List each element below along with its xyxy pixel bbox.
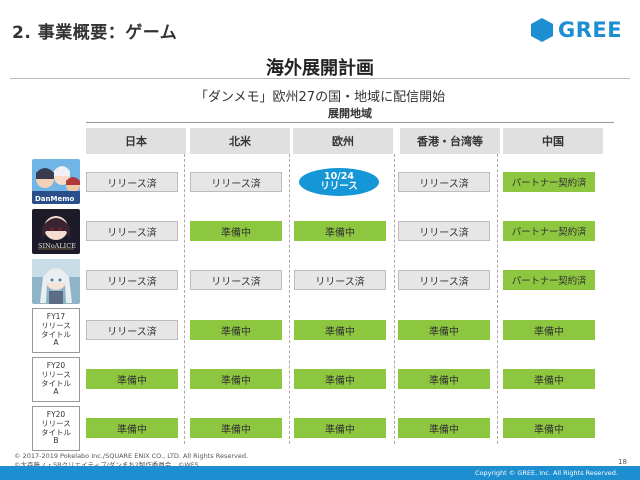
status-cell: パートナー契約済 <box>503 172 595 192</box>
status-cell: リリース済 <box>86 221 178 241</box>
status-cell: 準備中 <box>503 418 595 438</box>
column-separator <box>184 154 185 444</box>
subtitle: 「ダンメモ」欧州27の国・地域に配信開始 <box>194 90 446 105</box>
status-cell: 準備中 <box>503 369 595 389</box>
row-label-fy20-a: FY20 リリース タイトル A <box>32 357 80 402</box>
gree-logo: GREE <box>530 14 622 46</box>
status-cell: 準備中 <box>86 369 178 389</box>
status-cell: 準備中 <box>86 418 178 438</box>
status-cell: リリース済 <box>398 172 490 192</box>
column-header-japan: 日本 <box>86 128 186 154</box>
status-cell: 準備中 <box>294 418 386 438</box>
game-thumbnail-danmemo: DanMemo <box>32 159 80 204</box>
column-header-europe: 欧州 <box>293 128 393 154</box>
column-separator <box>289 154 290 444</box>
column-separator <box>497 154 498 444</box>
status-cell: 準備中 <box>190 320 282 340</box>
row-label-line: リリース <box>41 320 71 330</box>
highlight-date: 10/24 <box>324 170 354 182</box>
status-cell: パートナー契約済 <box>503 270 595 290</box>
status-cell: リリース済 <box>190 270 282 290</box>
row-label-line: A <box>53 387 59 397</box>
status-cell: 準備中 <box>398 369 490 389</box>
column-header-north-america: 北米 <box>190 128 290 154</box>
gree-copyright: Copyright © GREE, Inc. All Rights Reserv… <box>474 469 618 477</box>
status-cell: リリース済 <box>398 221 490 241</box>
status-cell: 準備中 <box>398 320 490 340</box>
row-label-line: A <box>53 338 59 348</box>
row-label-fy20-b: FY20 リリース タイトル B <box>32 406 80 451</box>
section-title: 2. 事業概要：ゲーム <box>12 23 178 43</box>
column-header-hk-taiwan: 香港・台湾等 <box>400 128 500 154</box>
status-cell: リリース済 <box>398 270 490 290</box>
row-label-line: タイトル <box>41 427 71 437</box>
row-label-line: リリース <box>41 418 71 428</box>
region-divider <box>86 122 614 123</box>
game-thumbnail-sinoalice: SINoALICE <box>32 209 80 254</box>
status-cell: 準備中 <box>398 418 490 438</box>
page-number: 18 <box>618 458 627 466</box>
column-separator <box>394 154 395 444</box>
status-cell: 準備中 <box>190 369 282 389</box>
row-label-line: FY20 <box>46 410 66 420</box>
status-cell: 準備中 <box>190 418 282 438</box>
footer-bar: Copyright © GREE, Inc. All Rights Reserv… <box>0 466 640 480</box>
status-cell: 準備中 <box>503 320 595 340</box>
row-label-line: タイトル <box>41 378 71 388</box>
row-label-line: B <box>53 436 59 446</box>
logo-text: GREE <box>558 18 623 42</box>
status-badge-highlight: 10/24 リリース <box>299 168 379 196</box>
status-cell: 準備中 <box>294 221 386 241</box>
row-label-line: タイトル <box>41 329 71 339</box>
page-title: 海外展開計画 <box>266 58 374 79</box>
status-cell: リリース済 <box>190 172 282 192</box>
status-cell: 準備中 <box>294 320 386 340</box>
status-cell: リリース済 <box>86 270 178 290</box>
highlight-text: リリース <box>320 181 358 192</box>
title-divider <box>10 78 630 79</box>
region-header: 展開地域 <box>328 107 372 120</box>
status-cell: 準備中 <box>190 221 282 241</box>
row-label-line: FY17 <box>46 312 66 322</box>
column-header-china: 中国 <box>503 128 603 154</box>
row-label-fy17-a: FY17 リリース タイトル A <box>32 308 80 353</box>
svg-text:DanMemo: DanMemo <box>35 195 75 203</box>
row-label-line: リリース <box>41 369 71 379</box>
copyright-line-2: ©大森藤ノ・SBクリエイティブ/ダンまち2製作委員会 ©WFS <box>14 461 199 469</box>
row-label-line: FY20 <box>46 361 66 371</box>
status-cell: 準備中 <box>294 369 386 389</box>
status-cell: リリース済 <box>294 270 386 290</box>
status-cell: リリース済 <box>86 172 178 192</box>
status-cell: リリース済 <box>86 320 178 340</box>
game-thumbnail-third <box>32 259 80 304</box>
hexagon-logo-icon <box>531 18 553 42</box>
status-cell: パートナー契約済 <box>503 221 595 241</box>
copyright-line-1: © 2017-2019 Pokelabo Inc./SQUARE ENIX CO… <box>14 452 249 460</box>
svg-text:SINoALICE: SINoALICE <box>38 242 76 250</box>
